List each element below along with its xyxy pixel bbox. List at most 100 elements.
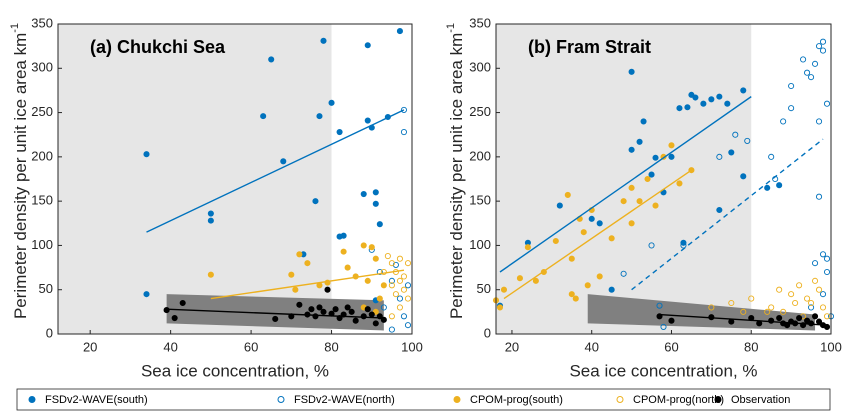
- data-point: [364, 117, 371, 124]
- data-point: [815, 43, 823, 50]
- data-point: [668, 317, 675, 324]
- data-point: [823, 255, 831, 262]
- data-point: [360, 313, 367, 320]
- data-point: [316, 113, 323, 120]
- data-point: [400, 106, 408, 113]
- legend-box: [16, 388, 831, 411]
- y-axis-label-sup: -1: [9, 23, 21, 33]
- data-point: [640, 118, 647, 125]
- data-point: [404, 295, 412, 302]
- y-tick-label: 150: [469, 193, 491, 208]
- data-point: [396, 255, 403, 262]
- data-point: [308, 306, 315, 313]
- data-point: [823, 268, 831, 276]
- data-point: [676, 105, 683, 112]
- data-point: [372, 189, 379, 196]
- data-point: [400, 286, 408, 293]
- data-point: [732, 131, 739, 138]
- data-point: [764, 308, 771, 315]
- data-point: [296, 251, 303, 258]
- data-point: [324, 286, 331, 293]
- x-tick-label: 40: [584, 339, 598, 354]
- data-point: [692, 94, 699, 101]
- data-point: [668, 153, 675, 160]
- y-tick-label: 200: [31, 148, 53, 163]
- data-point: [628, 68, 635, 75]
- data-point: [207, 271, 214, 278]
- data-point: [819, 291, 827, 298]
- data-point: [776, 286, 783, 293]
- data-point: [568, 291, 575, 298]
- data-point: [700, 100, 707, 107]
- data-point: [768, 304, 775, 311]
- x-tick-label: 20: [505, 339, 519, 354]
- data-point: [676, 180, 683, 187]
- data-point: [304, 260, 311, 267]
- y-tick-label: 100: [31, 237, 53, 252]
- y-tick-label: 0: [46, 325, 53, 340]
- y-tick-label: 250: [469, 104, 491, 119]
- legend-label: Observation: [731, 394, 790, 406]
- data-point: [400, 273, 408, 280]
- data-point: [400, 129, 408, 136]
- data-point: [532, 277, 539, 284]
- data-point: [340, 248, 347, 255]
- data-point: [179, 299, 186, 307]
- data-point: [608, 286, 615, 293]
- data-point: [740, 308, 747, 315]
- data-point: [344, 264, 351, 271]
- fit-line: [499, 96, 752, 273]
- data-point: [524, 244, 531, 251]
- data-point: [584, 282, 591, 289]
- data-point: [823, 313, 831, 320]
- x-tick-label: 60: [664, 339, 678, 354]
- data-point: [320, 37, 327, 44]
- data-point: [620, 270, 627, 277]
- data-point: [572, 295, 579, 302]
- data-point: [628, 184, 635, 191]
- data-point: [320, 308, 327, 315]
- y-tick-label: 200: [469, 148, 491, 163]
- data-point: [396, 277, 403, 284]
- confidence-band: [166, 294, 384, 331]
- legend-marker: [453, 396, 461, 403]
- data-point: [636, 138, 643, 145]
- data-point: [260, 113, 267, 120]
- data-point: [648, 171, 655, 178]
- data-point: [768, 317, 775, 324]
- data-point: [388, 313, 395, 320]
- data-point: [815, 286, 823, 293]
- data-point: [380, 268, 387, 276]
- data-point: [207, 217, 214, 224]
- data-point: [496, 304, 504, 311]
- x-tick-label: 60: [244, 339, 258, 354]
- data-point: [780, 118, 787, 125]
- data-point: [636, 198, 643, 205]
- data-point: [404, 260, 412, 267]
- data-point: [516, 275, 523, 282]
- data-point: [388, 326, 395, 333]
- data-point: [815, 118, 823, 125]
- data-point: [372, 200, 379, 207]
- data-point: [336, 129, 343, 136]
- y-axis-label-sup: -1: [445, 23, 457, 33]
- data-point: [376, 295, 383, 302]
- data-point: [552, 237, 559, 245]
- data-point: [648, 242, 655, 249]
- data-point: [396, 304, 403, 311]
- data-point: [620, 198, 627, 205]
- legend-label: FSDv2-WAVE(north): [294, 394, 395, 406]
- data-point: [808, 304, 815, 311]
- y-tick-label: 350: [469, 15, 491, 30]
- data-point: [716, 206, 723, 214]
- data-point: [819, 251, 827, 258]
- legend-label: FSDv2-WAVE(south): [45, 394, 148, 406]
- y-axis-label-main: Perimeter density per unit ice area km: [447, 33, 466, 319]
- legend-label: CPOM-prog(north): [633, 394, 724, 406]
- y-tick-label: 250: [31, 104, 53, 119]
- data-point: [328, 99, 335, 106]
- y-axis-label: Perimeter density per unit ice area km-1: [445, 23, 467, 319]
- data-point: [348, 308, 355, 315]
- data-point: [811, 277, 819, 284]
- data-point: [804, 295, 811, 302]
